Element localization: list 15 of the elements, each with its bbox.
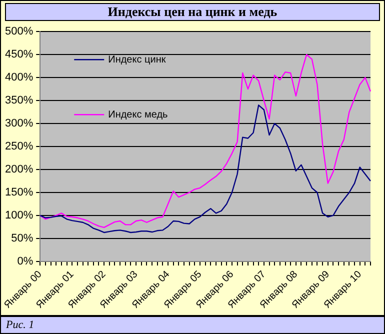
text: Рис. 1 [6, 319, 34, 331]
y-tick-label: 350% [4, 94, 34, 107]
y-tick-label: 200% [4, 164, 34, 176]
y-tick-label: 0% [17, 255, 34, 268]
legend-label: Индекс цинк [108, 54, 166, 66]
y-tick-label: 100% [4, 210, 34, 222]
y-tick-label: 250% [4, 140, 34, 153]
y-tick-label: 50% [11, 232, 34, 244]
y-tick-label: 300% [4, 118, 34, 130]
y-tick-label: 150% [4, 186, 34, 199]
legend-label: Индекс медь [108, 109, 168, 120]
chart-title: Индексы цен на цинк и медь [5, 3, 380, 21]
y-tick-label: 450% [4, 48, 34, 61]
y-tick-label: 400% [4, 72, 34, 84]
y-tick-label: 500% [4, 26, 34, 38]
